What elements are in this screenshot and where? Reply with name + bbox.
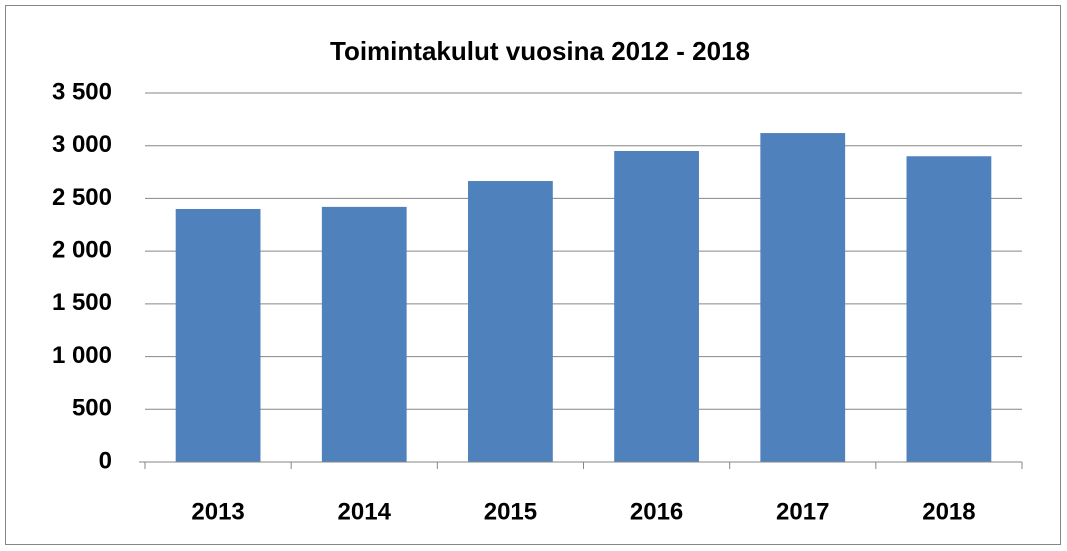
bar [468, 181, 553, 463]
y-tick-label: 500 [72, 395, 112, 422]
bar [614, 150, 699, 462]
x-tick-label: 2013 [191, 498, 244, 525]
x-tick-label: 2017 [776, 498, 829, 525]
y-tick-label: 2 000 [52, 236, 112, 263]
y-tick-label: 1 000 [52, 342, 112, 369]
bar [321, 206, 407, 462]
x-tick-label: 2015 [484, 498, 537, 525]
chart-title: Toimintakulut vuosina 2012 - 2018 [330, 36, 750, 66]
x-tick-label: 2018 [922, 498, 975, 525]
bar [906, 156, 992, 462]
y-tick-label: 0 [99, 447, 112, 474]
y-tick-label: 3 000 [52, 131, 112, 158]
y-tick-label: 3 500 [52, 78, 112, 105]
bar [760, 133, 846, 462]
x-tick-label: 2016 [630, 498, 683, 525]
y-tick-label: 2 500 [52, 184, 112, 211]
bar [175, 208, 261, 462]
x-tick-label: 2014 [338, 498, 392, 525]
y-tick-label: 1 500 [52, 289, 112, 316]
